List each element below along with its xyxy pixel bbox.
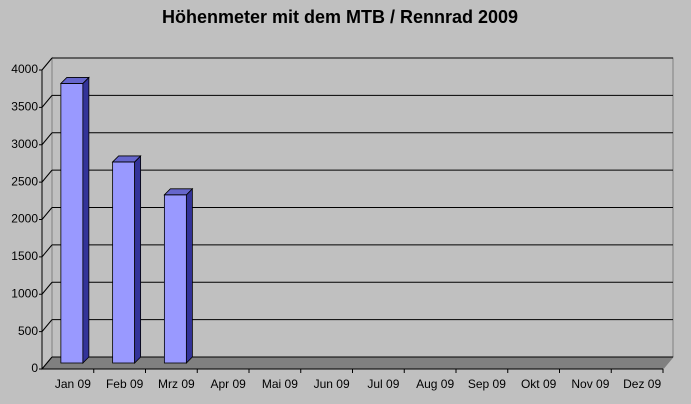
bar-top: [163, 188, 194, 196]
y-tick-label: 3500: [11, 100, 38, 114]
y-tick-label: 3000: [11, 137, 38, 151]
x-tick-label: Jul 09: [367, 377, 399, 391]
side-grid-line: [41, 57, 53, 71]
side-grid-line: [41, 244, 53, 258]
bar-front: [60, 83, 84, 364]
x-tick-label: Jan 09: [55, 377, 91, 391]
chart-title: Höhenmeter mit dem MTB / Rennrad 2009: [162, 7, 518, 27]
y-tick-label: 1000: [11, 286, 38, 300]
y-tick-label: 1500: [11, 249, 38, 263]
side-grid-line: [41, 169, 53, 183]
x-tick-label: Mai 09: [262, 377, 298, 391]
x-tick-label: Okt 09: [521, 377, 557, 391]
x-tick-label: Nov 09: [571, 377, 609, 391]
x-tick-label: Jun 09: [314, 377, 350, 391]
side-grid-line: [41, 132, 53, 146]
x-tick-label: Mrz 09: [158, 377, 195, 391]
side-grid-line: [41, 95, 53, 108]
bar-front: [112, 161, 136, 364]
bar-side: [134, 154, 142, 364]
side-grid-line: [41, 281, 53, 295]
y-tick-label: 2000: [11, 212, 38, 226]
side-grid-line: [41, 319, 53, 332]
bar-front: [163, 194, 187, 364]
y-tick-label: 0: [31, 361, 38, 375]
y-tick-label: 500: [18, 324, 38, 338]
x-tick-label: Apr 09: [210, 377, 246, 391]
bar-side: [185, 187, 193, 364]
y-tick-label: 4000: [11, 62, 38, 76]
x-tick-label: Feb 09: [106, 377, 144, 391]
bar-top: [59, 77, 90, 84]
bar-side: [82, 76, 90, 364]
x-tick-label: Sep 09: [468, 377, 506, 391]
bar-top: [111, 155, 142, 163]
y-tick-label: 2500: [11, 174, 38, 188]
side-grid-line: [41, 207, 53, 220]
x-tick-label: Dez 09: [623, 377, 661, 391]
x-tick-label: Aug 09: [416, 377, 454, 391]
side-grid-line: [41, 356, 53, 370]
